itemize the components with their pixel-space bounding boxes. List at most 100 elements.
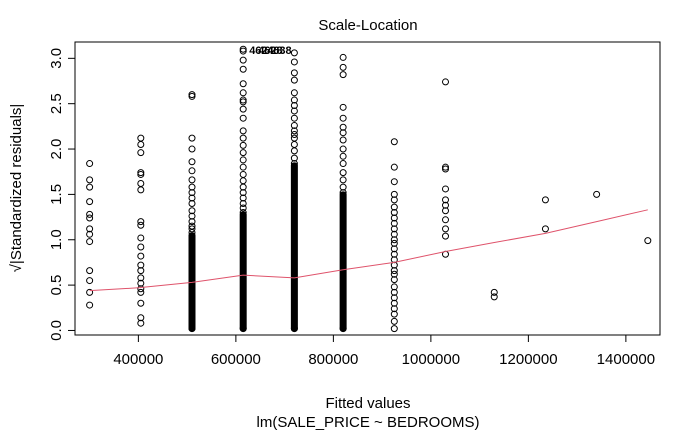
data-point-3-4	[239, 189, 247, 197]
data-point-3-14	[239, 114, 247, 122]
y-tick-label-0: 0.0	[48, 320, 65, 341]
data-point-3-9	[239, 156, 247, 164]
data-point-5-4	[339, 160, 347, 168]
data-point-4-7	[290, 121, 298, 129]
x-axis: 400000 600000 800000 1000000 1200000 1400000	[113, 334, 655, 368]
x-axis-label: Fitted values	[325, 395, 410, 412]
point-label-4638: 4638	[267, 45, 291, 57]
data-point-6-24	[390, 190, 398, 198]
data-point-6-4	[390, 299, 398, 307]
data-point-3-10	[239, 149, 247, 157]
data-point-3-11	[239, 141, 247, 149]
plot-frame	[74, 41, 661, 336]
data-point-2-2	[188, 222, 196, 230]
data-point-2-8	[188, 189, 196, 197]
data-point-7-3	[442, 216, 449, 224]
data-point-0-4	[86, 238, 94, 246]
data-point-5-9	[339, 123, 347, 131]
data-point-2-10	[188, 176, 196, 184]
data-point-4-14	[290, 69, 298, 77]
y-tick-label-6: 3.0	[48, 48, 65, 69]
data-point-1-10	[137, 243, 145, 251]
data-point-3-7	[239, 170, 247, 178]
y-tick-label-4: 2.0	[48, 139, 65, 160]
data-point-7-9	[442, 163, 449, 171]
data-point-6-23	[390, 196, 398, 204]
data-point-9-0	[541, 225, 549, 233]
data-point-1-3	[137, 288, 145, 296]
data-point-9-1	[541, 196, 549, 204]
data-point-1-15	[137, 180, 145, 188]
data-point-5-1	[339, 183, 347, 191]
data-point-6-15	[390, 239, 398, 247]
data-point-0-6	[86, 225, 94, 233]
data-point-6-27	[390, 138, 398, 146]
data-point-3-22	[239, 47, 247, 55]
data-point-1-16	[137, 170, 145, 178]
data-point-5-6	[339, 145, 347, 153]
data-point-0-9	[86, 198, 94, 206]
x-tick-label-1: 600000	[211, 351, 261, 368]
data-point-1-2	[137, 299, 145, 307]
data-point-2-3	[188, 218, 196, 226]
data-point-4-15	[290, 58, 298, 66]
y-tick-label-2: 1.0	[48, 229, 65, 250]
data-point-1-14	[137, 186, 145, 194]
data-point-5-8	[339, 129, 347, 137]
data-point-4-12	[290, 89, 298, 97]
data-point-4-5	[290, 131, 298, 139]
data-point-4-6	[290, 127, 298, 135]
data-point-6-14	[390, 245, 398, 253]
data-point-0-12	[86, 160, 94, 168]
data-point-1-17	[137, 169, 145, 177]
data-point-0-0	[86, 301, 94, 309]
data-point-6-18	[390, 225, 398, 233]
data-point-1-5	[137, 279, 145, 287]
data-point-0-11	[86, 176, 94, 184]
y-tick-label-5: 2.5	[48, 93, 65, 114]
x-tick-label-3: 1000000	[402, 351, 460, 368]
data-point-6-1	[390, 317, 398, 325]
data-point-4-4	[290, 134, 298, 142]
data-point-8-0	[490, 293, 498, 301]
data-point-7-6	[442, 196, 449, 204]
data-point-6-22	[390, 203, 398, 211]
data-point-6-20	[390, 214, 398, 222]
data-point-10-0	[593, 190, 601, 198]
data-point-2-5	[188, 207, 196, 215]
data-point-3-2	[239, 199, 247, 207]
data-point-0-10	[86, 183, 94, 191]
data-point-3-13	[239, 127, 247, 135]
data-point-6-6	[390, 288, 398, 296]
data-point-7-1	[442, 232, 449, 240]
data-point-0-3	[86, 267, 94, 275]
data-point-6-7	[390, 283, 398, 291]
data-point-5-5	[339, 152, 347, 160]
y-tick-label-3: 1.5	[48, 184, 65, 205]
dense-bottom-point-3	[239, 325, 247, 333]
x-tick-label-5: 1400000	[597, 351, 655, 368]
data-point-2-9	[188, 183, 196, 191]
data-point-1-8	[137, 261, 145, 269]
data-point-1-9	[137, 252, 145, 260]
data-point-4-16	[290, 49, 298, 57]
data-point-2-14	[188, 134, 196, 142]
data-point-6-8	[390, 276, 398, 284]
data-point-6-5	[390, 294, 398, 302]
data-point-0-7	[86, 214, 94, 222]
data-point-4-11	[290, 96, 298, 104]
data-point-8-1	[490, 288, 498, 296]
y-tick-label-1: 0.5	[48, 275, 65, 296]
data-point-0-2	[86, 277, 94, 285]
data-point-6-26	[390, 163, 398, 171]
data-point-1-19	[137, 141, 145, 149]
data-point-1-20	[137, 134, 145, 142]
point-label-4628: 4628	[258, 45, 282, 57]
y-axis: 0.0 0.5 1.0 1.5 2.0 2.5 3.0	[48, 48, 76, 341]
chart-title: Scale-Location	[318, 17, 417, 34]
data-point-4-3	[290, 141, 298, 149]
dense-column-3	[239, 211, 247, 332]
data-point-4-8	[290, 114, 298, 122]
